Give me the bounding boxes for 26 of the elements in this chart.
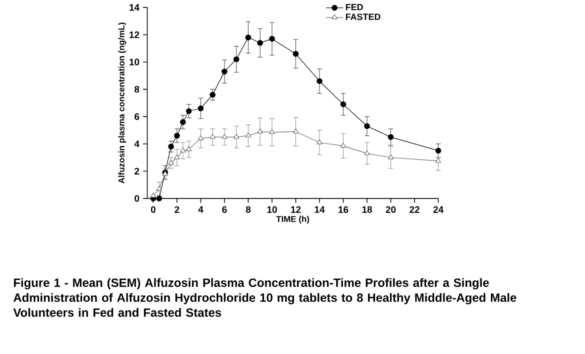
y-axis-title: Alfuzosin plasma concentration (ng/mL): [118, 22, 126, 184]
x-axis-title: TIME (h): [276, 216, 310, 224]
x-tick-label: 14: [314, 206, 325, 213]
x-tick-label: 2: [174, 206, 180, 213]
x-tick-label: 16: [338, 206, 348, 213]
x-tick-label: 24: [433, 206, 444, 213]
x-tick-label: 20: [386, 206, 396, 213]
legend-label: FASTED: [346, 14, 380, 20]
x-tick-label: 10: [267, 206, 277, 213]
y-tick-label: 10: [130, 58, 140, 66]
y-tick-label: 8: [134, 86, 140, 93]
y-tick-label: 6: [134, 113, 140, 120]
x-tick-label: 4: [198, 206, 204, 213]
y-tick-label: 2: [134, 168, 140, 174]
x-tick-label: 0: [150, 206, 156, 213]
y-tick-label: 12: [130, 31, 140, 38]
caption: Figure 1 - Mean (SEM) Alfuzosin Plasma Concentration-Time Profiles after a Single Administration of Alfuzosin Hydrochloride 10 mg tablets to 8 Healthy Middle-Aged Male Volunteers in Fed and Fasted States: [13, 278, 516, 317]
y-tick-label: 14: [130, 4, 140, 11]
x-tick-label: 6: [222, 206, 227, 213]
x-tick-label: 8: [246, 206, 251, 213]
y-tick-label: 4: [134, 140, 140, 148]
y-tick-label: 0: [134, 195, 140, 202]
x-tick-label: 18: [362, 206, 372, 213]
x-tick-label: 22: [410, 206, 420, 213]
legend-label: FED: [346, 4, 363, 10]
x-tick-label: 12: [291, 206, 301, 213]
